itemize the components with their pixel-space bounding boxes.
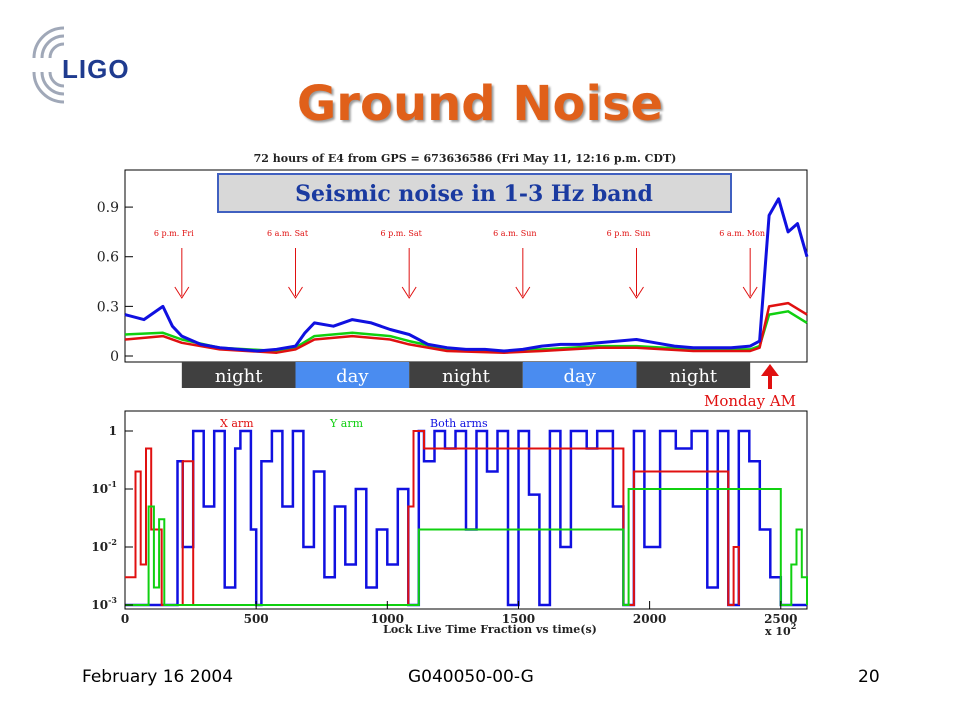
chart1-title: 72 hours of E4 from GPS = 673636586 (Fri… bbox=[254, 152, 677, 165]
y-tick-base: 1 bbox=[109, 424, 117, 438]
marker-label: 6 a.m. Mon bbox=[719, 229, 765, 238]
band-day bbox=[295, 362, 410, 388]
footer-date: February 16 2004 bbox=[82, 667, 234, 687]
x-tick-label: 0 bbox=[121, 612, 129, 626]
footer-page-number: 20 bbox=[858, 667, 880, 687]
y-tick-exp: -1 bbox=[108, 479, 117, 489]
series-both-arms bbox=[125, 429, 807, 607]
seismic-noise-chart: 72 hours of E4 from GPS = 673636586 (Fri… bbox=[97, 152, 809, 410]
x-multiplier-exp: 2 bbox=[791, 621, 797, 631]
chart2-xlabel: Lock Live Time Fraction vs time(s) bbox=[383, 623, 597, 636]
y-tick-base: 10 bbox=[91, 482, 108, 496]
marker-label: 6 p.m. Sun bbox=[607, 229, 651, 238]
marker-arrowhead bbox=[288, 286, 303, 299]
marker-arrowhead bbox=[742, 286, 758, 299]
x-multiplier: x 102 bbox=[765, 621, 796, 638]
y-tick-base: 10 bbox=[91, 598, 108, 612]
annotation-text: Seismic noise in 1-3 Hz band bbox=[295, 181, 653, 207]
series-y-arm bbox=[125, 488, 808, 606]
legend-y-arm: Y arm bbox=[329, 417, 364, 430]
y-tick-label: 0.6 bbox=[97, 250, 119, 266]
lock-time-chart: X arm Y arm Both arms 10-310-210-11 0 500 10… bbox=[91, 410, 808, 638]
y-tick-label: 0 bbox=[110, 349, 119, 365]
band-label: night bbox=[669, 366, 717, 387]
marker-arrowhead bbox=[401, 286, 417, 299]
y-tick-exp: -2 bbox=[108, 537, 117, 547]
band-label: day bbox=[336, 366, 369, 387]
series-blue bbox=[124, 197, 809, 353]
band-label: night bbox=[442, 366, 490, 387]
band-night bbox=[181, 362, 296, 388]
x-tick-label: 1000 bbox=[371, 612, 404, 626]
y-tick-exp: -3 bbox=[108, 595, 117, 605]
x-multiplier-base: x 10 bbox=[765, 625, 791, 638]
marker-arrowhead bbox=[629, 286, 644, 299]
band-label: day bbox=[563, 366, 596, 387]
legend-both-arms: Both arms bbox=[430, 417, 488, 430]
y-tick-label: 10-2 bbox=[91, 537, 117, 554]
legend-x-arm: X arm bbox=[220, 417, 254, 430]
marker-arrowhead bbox=[174, 286, 190, 299]
y-tick-label: 0.3 bbox=[97, 299, 119, 315]
y-tick-base: 10 bbox=[91, 540, 108, 554]
band-day bbox=[522, 362, 637, 388]
x-tick-label: 2500 bbox=[764, 612, 797, 626]
y-tick-label: 10-1 bbox=[91, 479, 117, 496]
annotation-box bbox=[217, 173, 732, 213]
marker-label: 6 p.m. Fri bbox=[154, 229, 194, 238]
footer-doc-id: G040050-00-G bbox=[408, 667, 534, 687]
ligo-logo: LIGO bbox=[12, 10, 142, 104]
band-night bbox=[636, 362, 751, 388]
callout-label: Monday AM bbox=[704, 392, 796, 410]
band-night bbox=[409, 362, 523, 388]
logo-text: LIGO bbox=[62, 54, 130, 84]
x-tick-label: 1500 bbox=[502, 612, 535, 626]
marker-label: 6 a.m. Sun bbox=[493, 229, 536, 238]
band-label: night bbox=[215, 366, 263, 387]
marker-arrowhead bbox=[515, 286, 531, 299]
slide-title: Ground Noise bbox=[296, 76, 664, 132]
callout-arrowhead bbox=[761, 364, 779, 376]
ligo-arcs-icon bbox=[32, 26, 65, 104]
y-tick-label: 0.9 bbox=[97, 200, 119, 216]
marker-label: 6 p.m. Sat bbox=[380, 229, 422, 238]
marker-label: 6 a.m. Sat bbox=[267, 229, 309, 238]
y-tick-label: 1 bbox=[109, 424, 117, 438]
x-tick-label: 2000 bbox=[633, 612, 666, 626]
y-tick-label: 10-3 bbox=[91, 595, 117, 612]
x-tick-label: 500 bbox=[244, 612, 269, 626]
